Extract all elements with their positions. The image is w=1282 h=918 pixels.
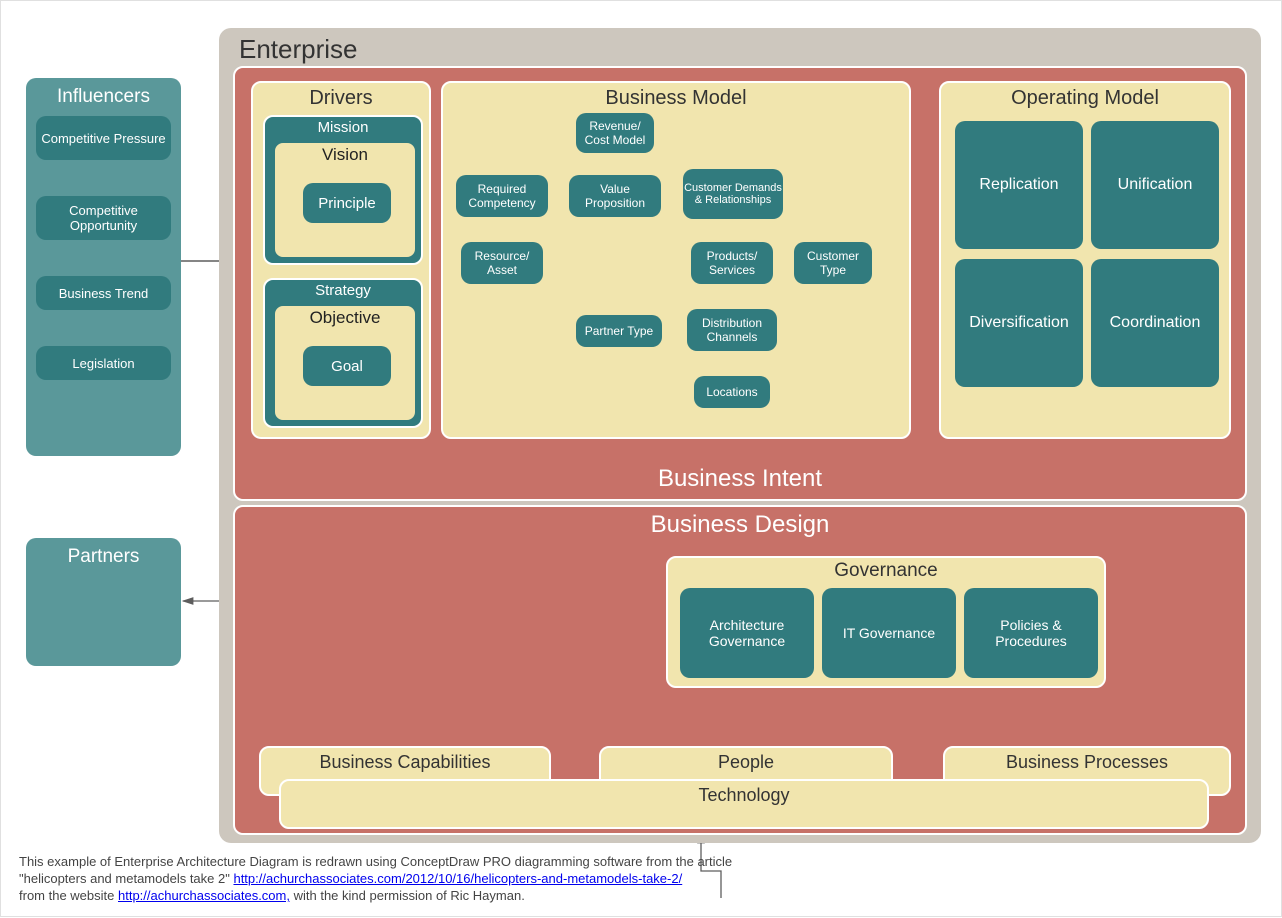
vision-box: Vision Principle (273, 141, 417, 259)
gov-it: IT Governance (822, 588, 956, 678)
bm-value-proposition: Value Proposition (569, 175, 661, 217)
governance-panel: Governance Architecture Governance IT Go… (666, 556, 1106, 688)
influencers-title: Influencers (26, 86, 181, 108)
objective-box: Objective Goal (273, 304, 417, 422)
bm-partner-type: Partner Type (576, 315, 662, 347)
influencer-legislation: Legislation (36, 346, 171, 380)
people-label: People (601, 752, 891, 773)
bm-customer-demands: Customer Demands & Relationships (683, 169, 783, 219)
strategy-label: Strategy (265, 282, 421, 299)
drivers-panel: Drivers Mission Vision Principle Strateg… (251, 81, 431, 439)
business-intent-label: Business Intent (235, 465, 1245, 493)
om-unification: Unification (1091, 121, 1219, 249)
technology: Technology (279, 779, 1209, 829)
bm-revenue-cost: Revenue/ Cost Model (576, 113, 654, 153)
om-diversification: Diversification (955, 259, 1083, 387)
footer-link-article[interactable]: http://achurchassociates.com/2012/10/16/… (233, 871, 682, 886)
gov-policies: Policies & Procedures (964, 588, 1098, 678)
footer-link-site[interactable]: http://achurchassociates.com, (118, 888, 290, 903)
influencers-panel: Influencers Competitive Pressure Competi… (26, 78, 181, 456)
enterprise-title: Enterprise (239, 34, 358, 65)
influencer-competitive-pressure: Competitive Pressure (36, 116, 171, 160)
om-replication: Replication (955, 121, 1083, 249)
governance-title: Governance (668, 560, 1104, 582)
influencer-business-trend: Business Trend (36, 276, 171, 310)
footer-line1: This example of Enterprise Architecture … (19, 854, 732, 869)
bm-resource-asset: Resource/ Asset (461, 242, 543, 284)
mission-box: Mission Vision Principle (263, 115, 423, 265)
drivers-title: Drivers (253, 87, 429, 110)
strategy-box: Strategy Objective Goal (263, 278, 423, 428)
bm-locations: Locations (694, 376, 770, 408)
bm-customer-type: Customer Type (794, 242, 872, 284)
bm-required-competency: Required Competency (456, 175, 548, 217)
partners-title: Partners (26, 546, 181, 568)
bm-products-services: Products/ Services (691, 242, 773, 284)
footer-line3-suffix: with the kind permission of Ric Hayman. (294, 888, 525, 903)
business-model-title: Business Model (443, 87, 909, 110)
footer-line2-prefix: "helicopters and metamodels take 2" (19, 871, 233, 886)
footer-line3-prefix: from the website (19, 888, 118, 903)
gov-architecture: Architecture Governance (680, 588, 814, 678)
objective-label: Objective (275, 308, 415, 328)
om-coordination: Coordination (1091, 259, 1219, 387)
diagram-stage: { "colors":{ "tealDark":"#317b7e","tealL… (0, 0, 1282, 917)
principle-box: Principle (303, 183, 391, 223)
business-design-label: Business Design (235, 511, 1245, 539)
influencer-competitive-opportunity: Competitive Opportunity (36, 196, 171, 240)
technology-label: Technology (281, 785, 1207, 806)
operating-model-panel: Operating Model Replication Unification … (939, 81, 1231, 439)
vision-label: Vision (275, 145, 415, 165)
business-processes-label: Business Processes (945, 752, 1229, 773)
bm-distribution-channels: Distribution Channels (687, 309, 777, 351)
operating-model-title: Operating Model (941, 87, 1229, 110)
mission-label: Mission (265, 119, 421, 136)
goal-box: Goal (303, 346, 391, 386)
footer-text: This example of Enterprise Architecture … (19, 853, 1119, 904)
partners-panel: Partners (26, 538, 181, 666)
business-capabilities-label: Business Capabilities (261, 752, 549, 773)
